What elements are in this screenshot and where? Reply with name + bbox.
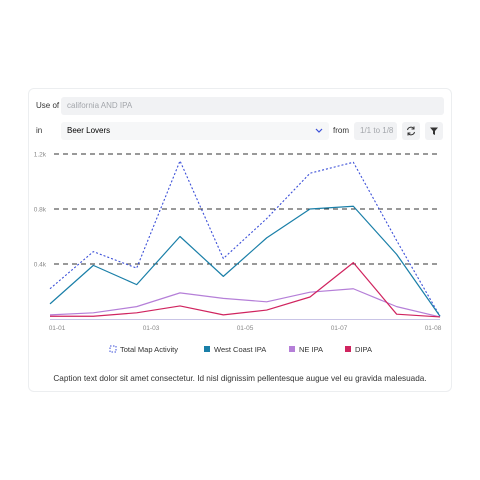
legend-label: West Coast IPA [214, 345, 266, 354]
legend-swatch [345, 346, 351, 352]
x-tick-label: 01-03 [143, 325, 160, 332]
card: Use of california AND IPA in Beer Lovers… [28, 88, 452, 392]
date-input[interactable]: 1/1 to 1/8 [354, 122, 397, 140]
x-tick-label: 01-07 [331, 325, 348, 332]
legend-swatch [289, 346, 295, 352]
chevron-icon [315, 128, 323, 133]
y-tick-label: 0.8k [34, 207, 47, 214]
legend-swatch [109, 345, 117, 353]
x-tick-label: 01-08 [425, 325, 442, 332]
legend-label: NE IPA [299, 345, 323, 354]
refresh-button[interactable] [402, 122, 420, 140]
legend-label: Total Map Activity [120, 345, 178, 354]
filter-icon [430, 127, 438, 135]
y-tick-label: 1.2k [34, 152, 47, 159]
audience-value: Beer Lovers [67, 126, 111, 135]
x-tick-label: 01-05 [237, 325, 254, 332]
series-line [49, 160, 441, 317]
series-line [49, 288, 441, 318]
refresh-icon [407, 126, 415, 136]
series-line [50, 262, 441, 318]
in-label: in [36, 126, 43, 135]
use-label: Use of [36, 101, 60, 110]
from-label: from [333, 126, 349, 135]
caption: Caption text dolor sit amet consectetur.… [53, 374, 426, 383]
legend-swatch [204, 346, 210, 352]
y-tick-label: 0.4k [34, 262, 47, 269]
series-line [49, 205, 441, 317]
audience-select[interactable]: Beer Lovers [61, 122, 329, 140]
query-input[interactable]: california AND IPA [61, 97, 444, 115]
filter-button[interactable] [425, 122, 443, 140]
x-tick-label: 01-01 [49, 325, 66, 332]
legend-label: DIPA [355, 345, 372, 354]
